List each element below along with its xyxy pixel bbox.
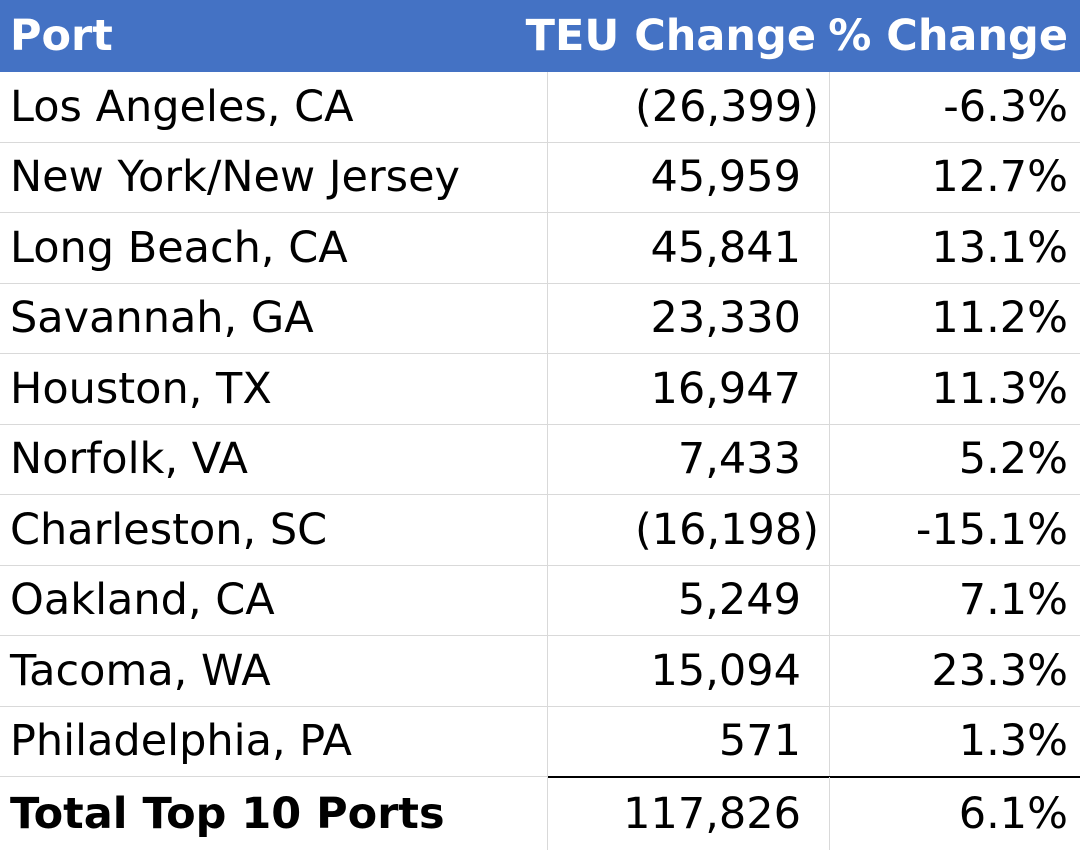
table-header-row: Port TEU Change % Change (0, 0, 1080, 72)
teu-change: 45,959 (650, 152, 801, 203)
table-row: Oakland, CA 5,249 7.1% (0, 565, 1080, 636)
teu-change-cell: 571 (548, 706, 830, 776)
pct-change: 13.1% (931, 222, 1068, 273)
teu-change-cell: (16,198) (548, 495, 830, 565)
pct-change: -6.3% (943, 81, 1068, 132)
teu-change-cell: 23,330 (548, 283, 830, 353)
teu-change-cell: 45,959 (548, 142, 830, 212)
header-pct-change: % Change (828, 11, 1068, 61)
teu-change: (16,198) (634, 504, 819, 555)
total-port-label: Total Top 10 Ports (0, 777, 548, 850)
pct-change: 1.3% (958, 716, 1068, 767)
total-teu-change: 117,826 (623, 788, 801, 839)
teu-change: (26,399) (634, 81, 819, 132)
table-row: Norfolk, VA 7,433 5.2% (0, 424, 1080, 495)
port-name: Tacoma, WA (0, 636, 548, 706)
port-name: Norfolk, VA (0, 424, 548, 494)
teu-change: 7,433 (677, 434, 801, 485)
teu-change: 5,249 (677, 575, 801, 626)
port-name: Oakland, CA (0, 565, 548, 635)
table-row: Savannah, GA 23,330 11.2% (0, 283, 1080, 354)
port-name: Los Angeles, CA (0, 72, 548, 142)
teu-change-cell: 15,094 (548, 636, 830, 706)
port-name: Houston, TX (0, 354, 548, 424)
table-total-row: Total Top 10 Ports 117,826 6.1% (0, 777, 1080, 850)
table-row: Philadelphia, PA 571 1.3% (0, 706, 1080, 777)
teu-change-cell: 7,433 (548, 424, 830, 494)
table-row: Tacoma, WA 15,094 23.3% (0, 636, 1080, 707)
teu-change-cell: 45,841 (548, 213, 830, 283)
pct-change: -15.1% (915, 504, 1068, 555)
teu-change: 571 (718, 716, 801, 767)
port-name: Savannah, GA (0, 283, 548, 353)
total-pct-change: 6.1% (958, 788, 1068, 839)
pct-change: 5.2% (958, 434, 1068, 485)
table-row: Long Beach, CA 45,841 13.1% (0, 213, 1080, 284)
teu-change-cell: (26,399) (548, 72, 830, 142)
table-row: Los Angeles, CA (26,399) -6.3% (0, 72, 1080, 143)
teu-change: 45,841 (650, 222, 801, 273)
pct-change: 11.2% (931, 293, 1068, 344)
port-name: Charleston, SC (0, 495, 548, 565)
port-name: Long Beach, CA (0, 213, 548, 283)
pct-change: 12.7% (931, 152, 1068, 203)
teu-change: 16,947 (650, 363, 801, 414)
table-row: Charleston, SC (16,198) -15.1% (0, 495, 1080, 566)
header-port: Port (10, 11, 113, 61)
pct-change: 11.3% (931, 363, 1068, 414)
table-row: Houston, TX 16,947 11.3% (0, 354, 1080, 425)
teu-change: 23,330 (650, 293, 801, 344)
total-teu-cell: 117,826 (548, 777, 830, 850)
pct-change: 23.3% (931, 645, 1068, 696)
table-row: New York/New Jersey 45,959 12.7% (0, 142, 1080, 213)
port-name: Philadelphia, PA (0, 706, 548, 776)
header-teu-change: TEU Change (525, 11, 816, 61)
teu-change: 15,094 (650, 645, 801, 696)
port-name: New York/New Jersey (0, 142, 548, 212)
pct-change: 7.1% (958, 575, 1068, 626)
teu-change-cell: 5,249 (548, 565, 830, 635)
total-divider (548, 776, 1080, 778)
teu-change-cell: 16,947 (548, 354, 830, 424)
